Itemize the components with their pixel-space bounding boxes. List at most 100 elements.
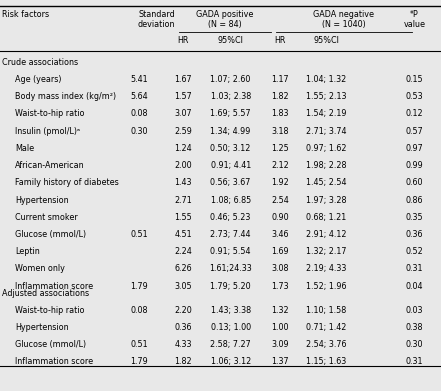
Text: 95%CI: 95%CI: [314, 36, 339, 45]
Text: 1.10; 1.58: 1.10; 1.58: [306, 306, 347, 315]
Text: Hypertension: Hypertension: [15, 196, 69, 204]
Text: 0.99: 0.99: [406, 161, 423, 170]
Text: 3.08: 3.08: [271, 264, 289, 273]
Text: 1.79; 5.20: 1.79; 5.20: [210, 282, 251, 291]
Text: 1.79: 1.79: [130, 357, 148, 366]
Text: 5.64: 5.64: [130, 92, 148, 101]
Text: 2.24: 2.24: [174, 247, 192, 256]
Text: 0.90: 0.90: [271, 213, 289, 222]
Text: 0.31: 0.31: [406, 357, 423, 366]
Text: Inflammation score: Inflammation score: [15, 282, 93, 291]
Text: 6.26: 6.26: [174, 264, 192, 273]
Text: Risk factors: Risk factors: [2, 10, 49, 19]
Text: 1.17: 1.17: [271, 75, 289, 84]
Text: 0.46; 5.23: 0.46; 5.23: [210, 213, 251, 222]
Text: 1.98; 2.28: 1.98; 2.28: [306, 161, 347, 170]
Text: 1.83: 1.83: [271, 109, 289, 118]
Text: 1.32; 2.17: 1.32; 2.17: [306, 247, 347, 256]
Text: 1.82: 1.82: [174, 357, 192, 366]
Text: 1.73: 1.73: [271, 282, 289, 291]
Text: 1.79: 1.79: [130, 282, 148, 291]
Text: 4.51: 4.51: [174, 230, 192, 239]
Text: 1.43: 1.43: [174, 178, 192, 187]
Text: Family history of diabetes: Family history of diabetes: [15, 178, 119, 187]
Text: *P
value: *P value: [404, 10, 426, 29]
Text: Glucose (mmol/L): Glucose (mmol/L): [15, 340, 86, 349]
Text: Crude associations: Crude associations: [2, 58, 78, 67]
Text: 1.37: 1.37: [271, 357, 289, 366]
Text: 0.38: 0.38: [406, 323, 423, 332]
Text: 3.07: 3.07: [174, 109, 192, 118]
Text: 1.24: 1.24: [174, 144, 192, 153]
Text: 0.30: 0.30: [130, 127, 148, 136]
Text: 2.91; 4.12: 2.91; 4.12: [306, 230, 347, 239]
Text: 1.97; 3.28: 1.97; 3.28: [306, 196, 347, 204]
Text: 0.56; 3.67: 0.56; 3.67: [210, 178, 251, 187]
Text: 0.08: 0.08: [130, 306, 148, 315]
Text: 0.35: 0.35: [406, 213, 423, 222]
Text: 0.52: 0.52: [406, 247, 423, 256]
Text: 3.05: 3.05: [174, 282, 192, 291]
Text: 1.67: 1.67: [174, 75, 192, 84]
Text: Waist-to-hip ratio: Waist-to-hip ratio: [15, 306, 85, 315]
Text: 4.33: 4.33: [174, 340, 192, 349]
Text: 1.15; 1.63: 1.15; 1.63: [306, 357, 347, 366]
Text: 1.04; 1.32: 1.04; 1.32: [306, 75, 347, 84]
Text: 2.71; 3.74: 2.71; 3.74: [306, 127, 347, 136]
Text: GADA positive
(N = 84): GADA positive (N = 84): [196, 10, 254, 29]
Text: 0.51: 0.51: [130, 230, 148, 239]
Text: 2.59: 2.59: [174, 127, 192, 136]
Text: 1.45; 2.54: 1.45; 2.54: [306, 178, 347, 187]
Text: 1.00: 1.00: [271, 323, 289, 332]
Text: 2.00: 2.00: [174, 161, 192, 170]
Text: 0.04: 0.04: [406, 282, 423, 291]
Text: 0.36: 0.36: [406, 230, 423, 239]
Text: 2.58; 7.27: 2.58; 7.27: [210, 340, 251, 349]
Text: 0.12: 0.12: [406, 109, 423, 118]
Text: Inflammation score: Inflammation score: [15, 357, 93, 366]
Text: 2.54; 3.76: 2.54; 3.76: [306, 340, 347, 349]
Text: 0.91; 5.54: 0.91; 5.54: [210, 247, 251, 256]
Text: Waist-to-hip ratio: Waist-to-hip ratio: [15, 109, 85, 118]
Text: 0.36: 0.36: [174, 323, 192, 332]
Text: Male: Male: [15, 144, 34, 153]
Text: 0.97; 1.62: 0.97; 1.62: [306, 144, 347, 153]
Text: 1.55; 2.13: 1.55; 2.13: [306, 92, 347, 101]
Text: 0.51: 0.51: [130, 340, 148, 349]
Text: 5.41: 5.41: [130, 75, 148, 84]
Text: 0.08: 0.08: [130, 109, 148, 118]
Text: African-American: African-American: [15, 161, 85, 170]
Text: 1.57: 1.57: [174, 92, 192, 101]
Text: Insulin (pmol/L)ᵃ: Insulin (pmol/L)ᵃ: [15, 127, 81, 136]
Text: 0.91; 4.41: 0.91; 4.41: [210, 161, 251, 170]
Text: 1.03; 2.38: 1.03; 2.38: [210, 92, 251, 101]
Text: 1.06; 3.12: 1.06; 3.12: [210, 357, 251, 366]
Text: 1.34; 4.99: 1.34; 4.99: [210, 127, 251, 136]
Text: 0.03: 0.03: [406, 306, 423, 315]
Text: Leptin: Leptin: [15, 247, 40, 256]
Text: 1.07; 2.60: 1.07; 2.60: [210, 75, 251, 84]
Text: Glucose (mmol/L): Glucose (mmol/L): [15, 230, 86, 239]
Text: 2.20: 2.20: [174, 306, 192, 315]
Text: 1.54; 2.19: 1.54; 2.19: [306, 109, 347, 118]
Text: 1.61;24.33: 1.61;24.33: [209, 264, 252, 273]
Text: GADA negative
(N = 1040): GADA negative (N = 1040): [314, 10, 374, 29]
Text: Hypertension: Hypertension: [15, 323, 69, 332]
Text: 2.19; 4.33: 2.19; 4.33: [306, 264, 347, 273]
Text: 0.60: 0.60: [406, 178, 423, 187]
Text: 0.57: 0.57: [406, 127, 423, 136]
Text: Adjusted associations: Adjusted associations: [2, 289, 90, 298]
Text: 1.69; 5.57: 1.69; 5.57: [210, 109, 251, 118]
Text: HR: HR: [274, 36, 286, 45]
Text: 0.53: 0.53: [406, 92, 423, 101]
Text: 0.31: 0.31: [406, 264, 423, 273]
Text: Body mass index (kg/m²): Body mass index (kg/m²): [15, 92, 116, 101]
Text: 2.73; 7.44: 2.73; 7.44: [210, 230, 251, 239]
Text: 95%CI: 95%CI: [218, 36, 243, 45]
Text: 1.25: 1.25: [271, 144, 289, 153]
Text: Standard
deviation: Standard deviation: [138, 10, 176, 29]
Text: 3.09: 3.09: [271, 340, 289, 349]
Text: 1.69: 1.69: [271, 247, 289, 256]
Text: 0.68; 1.21: 0.68; 1.21: [306, 213, 347, 222]
Text: 0.30: 0.30: [406, 340, 423, 349]
